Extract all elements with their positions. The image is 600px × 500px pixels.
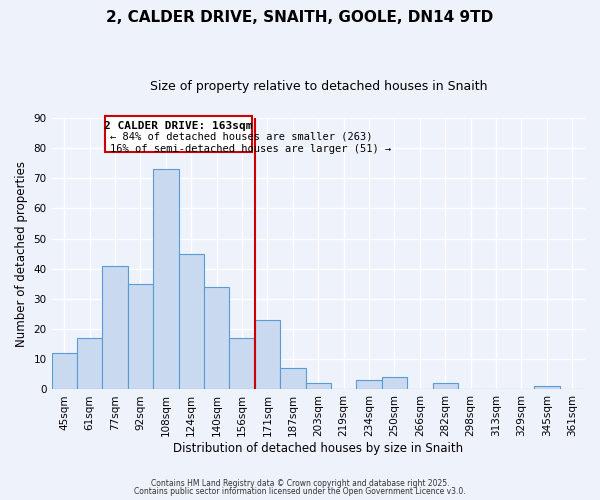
Bar [280,368,305,390]
Text: ← 84% of detached houses are smaller (263): ← 84% of detached houses are smaller (26… [110,132,373,142]
Bar [153,169,179,390]
X-axis label: Distribution of detached houses by size in Snaith: Distribution of detached houses by size … [173,442,463,455]
Bar [128,284,153,390]
Text: 16% of semi-detached houses are larger (51) →: 16% of semi-detached houses are larger (… [110,144,391,154]
Bar [433,384,458,390]
Bar [305,384,331,390]
Bar [52,353,77,390]
Text: 2, CALDER DRIVE, SNAITH, GOOLE, DN14 9TD: 2, CALDER DRIVE, SNAITH, GOOLE, DN14 9TD [106,10,494,25]
Bar [77,338,103,390]
Bar [204,287,229,390]
Bar [356,380,382,390]
Bar [255,320,280,390]
Text: 2 CALDER DRIVE: 163sqm: 2 CALDER DRIVE: 163sqm [104,121,253,131]
Y-axis label: Number of detached properties: Number of detached properties [15,160,28,346]
Bar [105,116,252,152]
Text: Contains HM Land Registry data © Crown copyright and database right 2025.: Contains HM Land Registry data © Crown c… [151,478,449,488]
Bar [534,386,560,390]
Bar [382,378,407,390]
Title: Size of property relative to detached houses in Snaith: Size of property relative to detached ho… [149,80,487,93]
Bar [229,338,255,390]
Text: Contains public sector information licensed under the Open Government Licence v3: Contains public sector information licen… [134,487,466,496]
Bar [103,266,128,390]
Bar [179,254,204,390]
